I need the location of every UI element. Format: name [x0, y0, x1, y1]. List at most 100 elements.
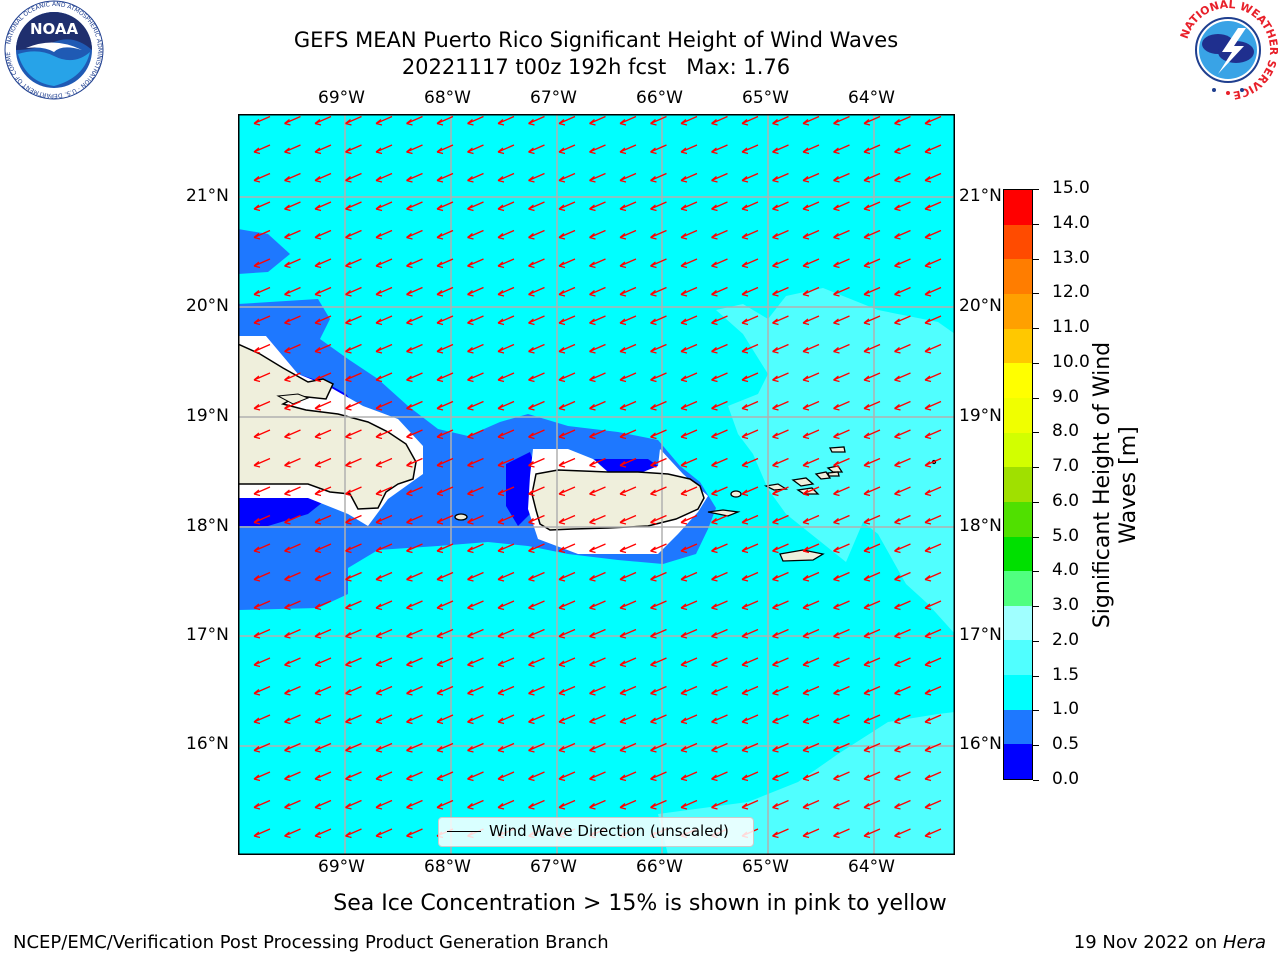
wind-wave-arrow — [619, 258, 637, 269]
colorbar-tick-label: 0.0 — [1052, 769, 1080, 789]
wind-wave-arrow — [497, 514, 515, 525]
wind-wave-arrow — [345, 600, 362, 611]
wind-wave-arrow — [894, 315, 911, 326]
wind-wave-arrow — [619, 229, 637, 240]
wind-wave-arrow — [436, 144, 454, 155]
wind-wave-arrow — [863, 742, 881, 753]
wind-wave-arrow — [863, 229, 881, 240]
wind-wave-arrow — [772, 172, 789, 183]
wind-wave-arrow — [741, 657, 759, 668]
wind-wave-arrow — [314, 229, 332, 240]
latitude-ticks-left: 21°N 20°N 19°N 18°N 17°N 16°N — [180, 0, 238, 960]
wind-wave-arrow — [558, 315, 576, 326]
wind-wave-arrow — [406, 400, 423, 411]
wind-wave-arrow — [650, 315, 667, 326]
colorbar-label-line1: Significant Height of Wind — [1090, 341, 1115, 629]
wind-wave-arrow — [772, 514, 789, 525]
wind-wave-arrow — [711, 628, 728, 639]
wind-wave-arrow — [497, 457, 515, 468]
wind-wave-arrow — [863, 286, 881, 297]
wind-wave-arrow — [497, 315, 515, 326]
wind-wave-arrow — [772, 828, 789, 839]
wind-wave-arrow — [467, 600, 484, 611]
wind-wave-arrow — [619, 172, 637, 183]
longitude-ticks-top: 69°W 68°W 67°W 66°W 65°W 64°W — [0, 88, 1280, 110]
wind-wave-arrow — [375, 201, 393, 212]
footer-date-text: 19 Nov 2022 on — [1073, 932, 1223, 953]
wind-wave-arrow — [711, 685, 728, 696]
wind-wave-arrow — [375, 714, 393, 725]
wind-wave-arrow — [802, 657, 820, 668]
wind-wave-arrow — [497, 486, 515, 497]
wind-wave-arrow — [924, 115, 942, 126]
wind-wave-arrow — [863, 315, 881, 326]
wind-wave-arrow — [284, 144, 301, 155]
wind-wave-arrow — [436, 714, 454, 725]
wind-wave-arrow — [284, 742, 301, 753]
wind-wave-arrow — [863, 600, 881, 611]
wind-wave-arrow — [284, 343, 301, 354]
wind-wave-arrow — [802, 828, 820, 839]
wind-wave-arrow — [375, 742, 393, 753]
wind-wave-arrow — [558, 657, 576, 668]
wind-wave-arrow — [894, 628, 911, 639]
wind-wave-arrow — [253, 742, 271, 753]
wind-wave-arrow — [314, 828, 332, 839]
lat-tick: 16°N — [959, 734, 1002, 754]
colorbar-tick-mark — [1033, 223, 1039, 225]
wind-wave-arrow — [558, 372, 576, 383]
wind-wave-arrow — [924, 172, 942, 183]
wind-wave-arrow — [833, 514, 850, 525]
wind-wave-arrow — [284, 429, 301, 440]
wind-wave-arrow — [772, 486, 789, 497]
wind-wave-arrow — [619, 343, 637, 354]
wind-wave-arrow — [375, 144, 393, 155]
wind-wave-arrow — [375, 799, 393, 810]
wind-wave-arrow — [589, 429, 606, 440]
colorbar-bin — [1004, 294, 1032, 329]
wind-wave-arrow — [558, 115, 576, 126]
wind-wave-arrow — [833, 628, 850, 639]
wind-wave-arrow — [345, 286, 362, 297]
wind-wave-arrow — [558, 201, 576, 212]
wind-wave-arrow — [802, 229, 820, 240]
wind-wave-arrow — [497, 771, 515, 782]
wind-wave-arrow — [314, 201, 332, 212]
wind-wave-arrow — [680, 771, 698, 782]
wind-wave-arrow — [741, 486, 759, 497]
wind-wave-arrow — [528, 172, 545, 183]
wind-wave-arrow — [711, 144, 728, 155]
longitude-ticks-bottom: 69°W 68°W 67°W 66°W 65°W 64°W — [0, 857, 1280, 879]
land-vieques — [707, 509, 741, 517]
wind-wave-arrow — [833, 571, 850, 582]
wind-wave-arrow — [924, 828, 942, 839]
lon-tick: 67°W — [530, 857, 577, 877]
wind-wave-arrow — [833, 600, 850, 611]
wind-wave-arrow — [772, 571, 789, 582]
wind-wave-arrow — [711, 201, 728, 212]
wind-wave-arrow — [924, 628, 942, 639]
wind-wave-arrow — [833, 771, 850, 782]
wind-wave-arrow — [802, 315, 820, 326]
colorbar-bin — [1004, 501, 1032, 537]
wind-wave-arrow — [406, 258, 423, 269]
colorbar-bin — [1004, 571, 1032, 606]
wind-wave-arrow — [284, 828, 301, 839]
wind-wave-arrow — [711, 172, 728, 183]
wind-wave-arrow — [589, 144, 606, 155]
wind-wave-arrow — [314, 372, 332, 383]
wind-wave-arrow — [711, 771, 728, 782]
wind-wave-arrow — [833, 657, 850, 668]
wind-wave-arrow — [467, 286, 484, 297]
wind-wave-arrow — [772, 543, 789, 554]
wind-wave-arrow — [528, 400, 545, 411]
wind-wave-arrow — [894, 543, 911, 554]
wind-wave-arrow — [711, 543, 728, 554]
wind-wave-arrow — [253, 685, 271, 696]
wind-wave-arrow — [680, 229, 698, 240]
wind-wave-arrow — [802, 742, 820, 753]
wind-wave-arrow — [894, 771, 911, 782]
colorbar — [1003, 189, 1033, 780]
wind-wave-arrow — [436, 685, 454, 696]
wind-wave-arrow — [345, 343, 362, 354]
